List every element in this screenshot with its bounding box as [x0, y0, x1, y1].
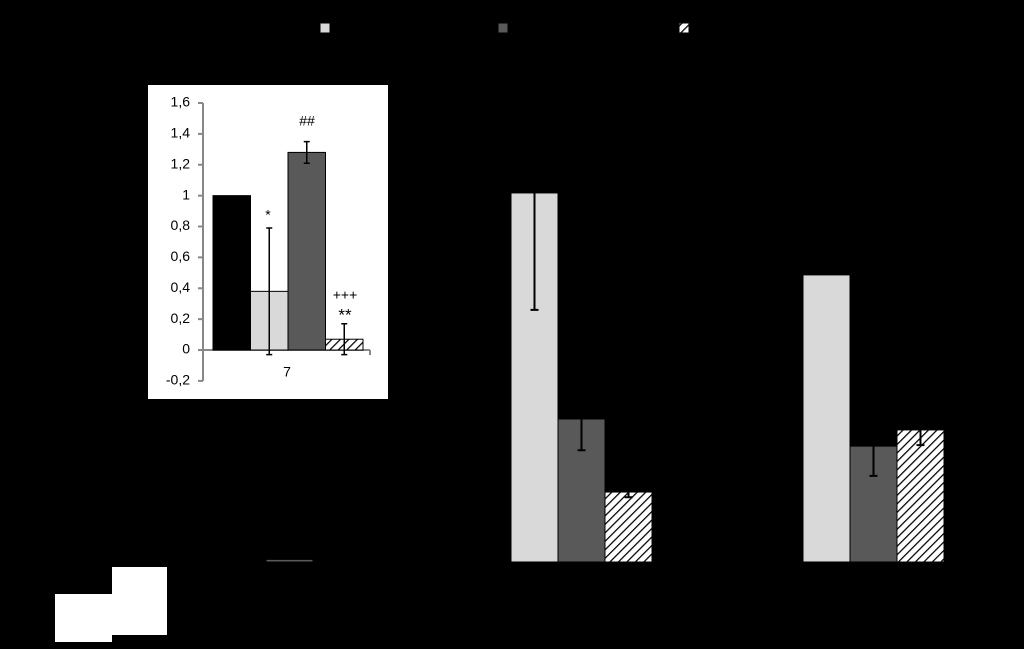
error-bar	[303, 140, 310, 164]
y-tick-label: 0,4	[171, 279, 191, 295]
y-tick-label: 1,6	[171, 94, 191, 110]
y-tick-label: 0,6	[171, 248, 191, 264]
y-tick-label: 1,2	[171, 155, 191, 171]
white-block	[112, 567, 167, 635]
bar	[604, 491, 653, 563]
annotation: *	[265, 207, 271, 223]
error-bar	[577, 386, 586, 452]
error-bar	[530, 75, 539, 311]
annotation: +++	[333, 287, 358, 303]
legend-marker	[497, 22, 509, 34]
annotation: ##	[299, 113, 315, 129]
bar	[287, 151, 326, 351]
error-bar	[266, 227, 273, 356]
y-tick-label: 0,8	[171, 217, 191, 233]
bar	[212, 195, 251, 351]
error-bar	[916, 413, 925, 447]
bar	[265, 558, 314, 563]
legend-marker	[678, 22, 690, 34]
x-tick-label: 7	[283, 364, 291, 380]
y-tick-label: 0	[182, 341, 190, 357]
error-bar	[341, 323, 348, 356]
annotation: **	[338, 305, 352, 324]
white-block	[55, 594, 112, 642]
bar	[802, 274, 851, 563]
error-bar	[624, 485, 633, 499]
y-tick-label: 1,4	[171, 125, 191, 141]
y-tick-label: -0,2	[166, 372, 190, 388]
legend-marker	[319, 22, 331, 34]
bar	[896, 429, 945, 563]
y-tick-label: 0,2	[171, 310, 191, 326]
y-tick-label: 1	[182, 186, 190, 202]
error-bar	[869, 415, 878, 477]
